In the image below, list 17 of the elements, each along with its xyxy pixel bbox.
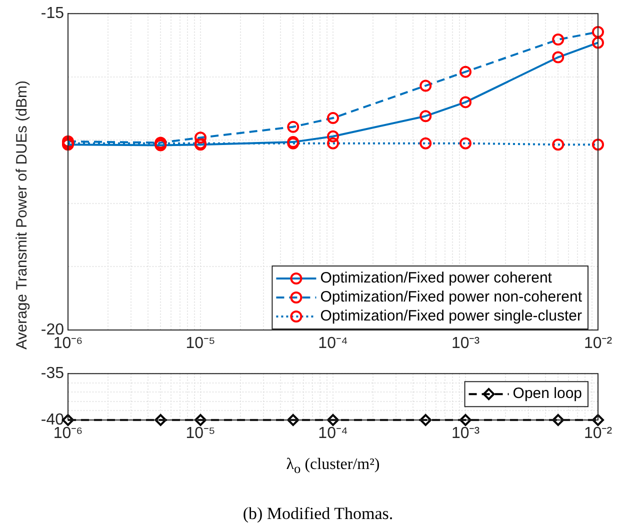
legend-label: Optimization/Fixed power non-coherent [320,288,583,306]
y-axis-title: Average Transmit Power of DUEs (dBm) [14,80,30,350]
legend-label: Optimization/Fixed power coherent [320,270,553,287]
x-tick-label: 10⁻² [584,335,613,352]
text: (b) Modified Thomas. [242,504,394,524]
x-tick-label: 10⁻³ [451,425,480,442]
x-tick-label: 10⁻⁵ [186,425,216,442]
legend-label: Open loop [512,385,582,402]
x-tick-label: 10⁻⁴ [318,425,348,442]
x-tick-label: 10⁻⁴ [318,335,348,352]
legend-label: Optimization/Fixed power single-cluster [320,308,582,325]
x-tick-label: 10⁻² [584,425,613,442]
y-tick-label: -35 [40,365,64,382]
y-tick-label: -15 [40,5,64,22]
x-tick-label: 10⁻⁵ [186,335,216,352]
x-tick-label: 10⁻³ [451,335,480,352]
x-axis-title: λ$_{o}$ (cluster/m²) [286,456,380,478]
